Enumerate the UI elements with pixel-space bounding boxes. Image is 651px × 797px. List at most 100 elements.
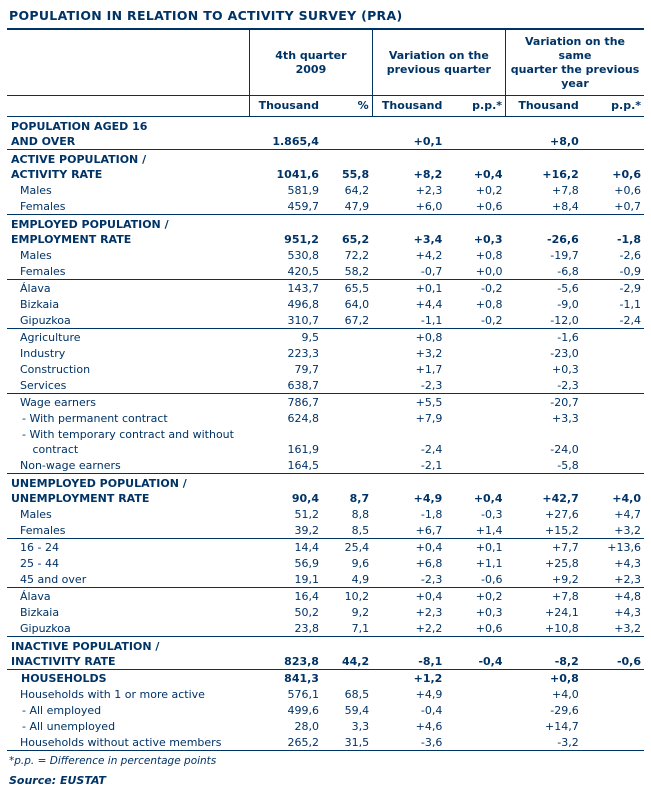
table-row: Bizkaia 496,8 64,0 +4,4 +0,8 -9,0 -1,1 [7, 296, 644, 312]
row-value [581, 457, 644, 474]
row-value: 223,3 [287, 347, 319, 360]
row-value: +4,8 [614, 590, 641, 603]
row-value: +2,3 [415, 606, 443, 619]
row-value: +0,3 [473, 233, 503, 246]
row-value [322, 361, 372, 377]
header-group-quarter: 4th quarter 2009 [249, 30, 373, 96]
row-value: -6,8 [505, 263, 582, 280]
row-value: +0,4 [473, 492, 503, 505]
row-value: -2,6 [619, 249, 641, 262]
row-label: UNEMPLOYED POPULATION / UNEMPLOYMENT RAT… [11, 477, 187, 505]
table-row: 16 - 24 14,4 25,4 +0,4 +0,1 +7,7 +13,6 [7, 539, 644, 556]
table-row: - All unemployed 28,0 3,3 +4,6 +14,7 [7, 718, 644, 734]
row-value: 1.865,4 [249, 116, 322, 150]
row-label: Households without active members [7, 734, 250, 751]
row-value: +2,3 [581, 571, 644, 588]
row-value: +1,2 [413, 672, 443, 685]
table-row: Wage earners 786,7 +5,5 -20,7 [7, 394, 644, 411]
table-row: Gipuzkoa 310,7 67,2 -1,1 -0,2 -12,0 -2,4 [7, 312, 644, 329]
row-value: 9,5 [301, 331, 319, 344]
row-label: Álava [20, 282, 51, 295]
row-value: +4,3 [614, 606, 641, 619]
row-value: -1,8 [616, 233, 641, 246]
col-header-thousand-var-quarter: Thousand [371, 95, 446, 117]
row-value: 19,1 [249, 571, 322, 588]
row-value: -2,3 [372, 571, 446, 588]
table-row: EMPLOYED POPULATION / EMPLOYMENT RATE 951… [7, 215, 644, 248]
row-value [322, 670, 372, 687]
row-value: +0,4 [415, 541, 443, 554]
row-value: 51,2 [294, 508, 319, 521]
row-value: 10,2 [344, 590, 370, 603]
row-value: +8,0 [505, 116, 582, 150]
row-value: +6,0 [372, 198, 446, 215]
row-label: Bizkaia [20, 606, 60, 619]
row-value: +7,7 [552, 541, 579, 554]
table-row: Households with 1 or more active 576,1 68,… [7, 686, 644, 702]
row-value: 143,7 [287, 282, 319, 295]
row-value: +3,2 [415, 347, 443, 360]
row-value: 47,9 [321, 198, 373, 215]
row-value: +24,1 [545, 606, 579, 619]
row-value: +0,4 [415, 590, 443, 603]
row-value: 65,5 [344, 282, 370, 295]
row-value: -5,6 [557, 282, 579, 295]
row-value: +0,6 [612, 168, 641, 181]
row-value: +3,2 [581, 522, 644, 539]
row-value: +0,6 [614, 184, 641, 197]
row-value: +0,3 [552, 363, 579, 376]
row-value: +4,0 [612, 492, 641, 505]
row-label: - All employed [22, 704, 102, 717]
row-value: 23,8 [249, 620, 322, 637]
row-label: Males [20, 508, 52, 521]
table-row: Males 51,2 8,8 -1,8 -0,3 +27,6 +4,7 [7, 506, 644, 522]
row-label: Females [7, 263, 250, 280]
row-value: 9,6 [351, 557, 370, 570]
header-columns-row: Thousand % Thousand p.p.* Thousand p.p.* [7, 95, 644, 117]
row-value [582, 410, 644, 426]
table-row: Álava 143,7 65,5 +0,1 -0,2 -5,6 -2,9 [7, 280, 644, 297]
row-value: -23,0 [550, 347, 579, 360]
row-value: 67,2 [321, 312, 373, 329]
row-value: -1,1 [619, 298, 641, 311]
row-label: Álava [20, 590, 51, 603]
row-value: +6,7 [372, 522, 446, 539]
row-value: 72,2 [344, 249, 370, 262]
row-value: -2,3 [372, 377, 446, 394]
page-title: POPULATION IN RELATION TO ACTIVITY SURVE… [7, 5, 644, 30]
row-value [322, 410, 372, 426]
table-row: Gipuzkoa 23,8 7,1 +2,2 +0,6 +10,8 +3,2 [7, 620, 644, 637]
col-header-percent: % [321, 95, 373, 117]
row-value [582, 718, 644, 734]
row-label: EMPLOYED POPULATION / EMPLOYMENT RATE [11, 218, 169, 246]
row-value: +3,2 [581, 620, 644, 637]
table-row: Construction 79,7 +1,7 +0,3 [7, 361, 644, 377]
row-value: 31,5 [321, 734, 373, 751]
row-value: -8,2 [505, 636, 582, 670]
row-value: 9,2 [351, 606, 370, 619]
row-value [445, 116, 506, 150]
row-value: -2,4 [581, 312, 644, 329]
row-value: -26,6 [547, 233, 579, 246]
table-row: UNEMPLOYED POPULATION / UNEMPLOYMENT RAT… [7, 474, 644, 507]
row-value: 1041,6 [276, 168, 319, 181]
table-row: Agriculture 9,5 +0,8 -1,6 [7, 329, 644, 346]
row-value: +7,8 [552, 184, 579, 197]
row-label: Households with 1 or more active [20, 688, 205, 701]
table-row: Females 459,7 47,9 +6,0 +0,6 +8,4 +0,7 [7, 198, 644, 215]
row-value: 28,0 [294, 720, 319, 733]
row-value: 841,3 [284, 672, 319, 685]
row-label: - All unemployed [22, 720, 116, 733]
row-value: +15,2 [505, 522, 582, 539]
row-value: -12,0 [505, 312, 582, 329]
row-value [445, 329, 505, 346]
table-row: Álava 16,4 10,2 +0,4 +0,2 +7,8 +4,8 [7, 588, 644, 605]
table-row: 25 - 44 56,9 9,6 +6,8 +1,1 +25,8 +4,3 [7, 555, 644, 571]
row-value: +0,8 [550, 672, 579, 685]
row-value [582, 361, 644, 377]
row-value: 496,8 [287, 298, 319, 311]
row-value: 161,9 [287, 443, 319, 456]
row-value: +8,2 [413, 168, 443, 181]
row-value [445, 426, 505, 457]
row-value: +0,3 [475, 606, 503, 619]
